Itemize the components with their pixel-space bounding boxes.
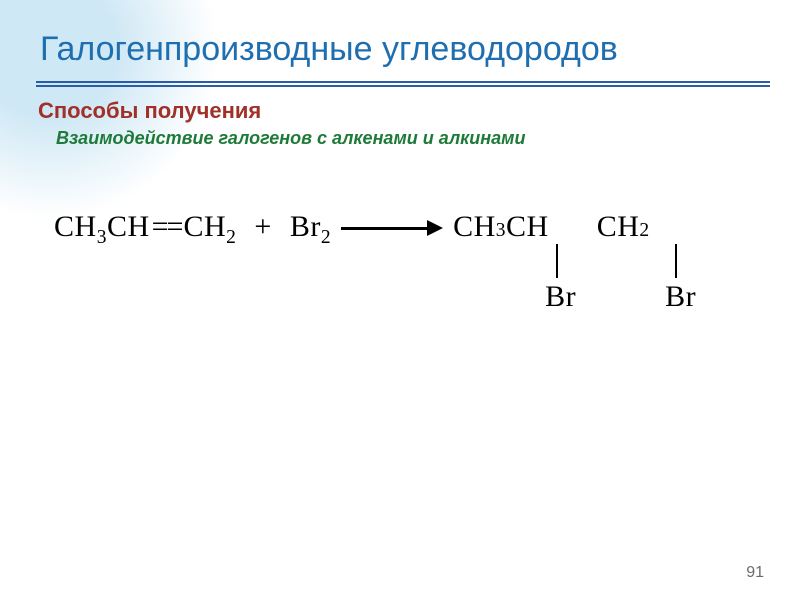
product-substituent-1: Br [545,280,576,314]
subheading: Способы получения [38,98,261,124]
rule-line-2 [36,85,770,87]
arrow-line [341,227,433,230]
bond-line-2 [675,244,677,278]
title-rule [36,81,770,87]
reaction-arrow [341,210,443,246]
slide: Галогенпроизводные углеводородов Способы… [0,0,800,600]
page-title: Галогенпроизводные углеводородов [40,30,760,69]
product: CH3CHCH2 Br Br [453,210,650,244]
title-text: Галогенпроизводные углеводородов [40,30,618,68]
bond-line-1 [556,244,558,278]
page-number: 91 [746,564,764,582]
arrow-head-icon [427,220,443,236]
product-top: CH3CHCH2 [453,210,650,244]
subheading-text: Способы получения [38,98,261,123]
reagent: Br2 [290,210,331,249]
plus-sign: + [236,210,289,244]
subtext-text: Взаимодействие галогенов с алкенами и ал… [56,128,526,148]
subtext: Взаимодействие галогенов с алкенами и ал… [56,128,526,149]
reaction-equation: CH3CH==CH2 + Br2 CH3CHCH2 Br Br [54,210,760,249]
product-substituent-2: Br [665,280,696,314]
reactant: CH3CH==CH2 [54,210,236,249]
